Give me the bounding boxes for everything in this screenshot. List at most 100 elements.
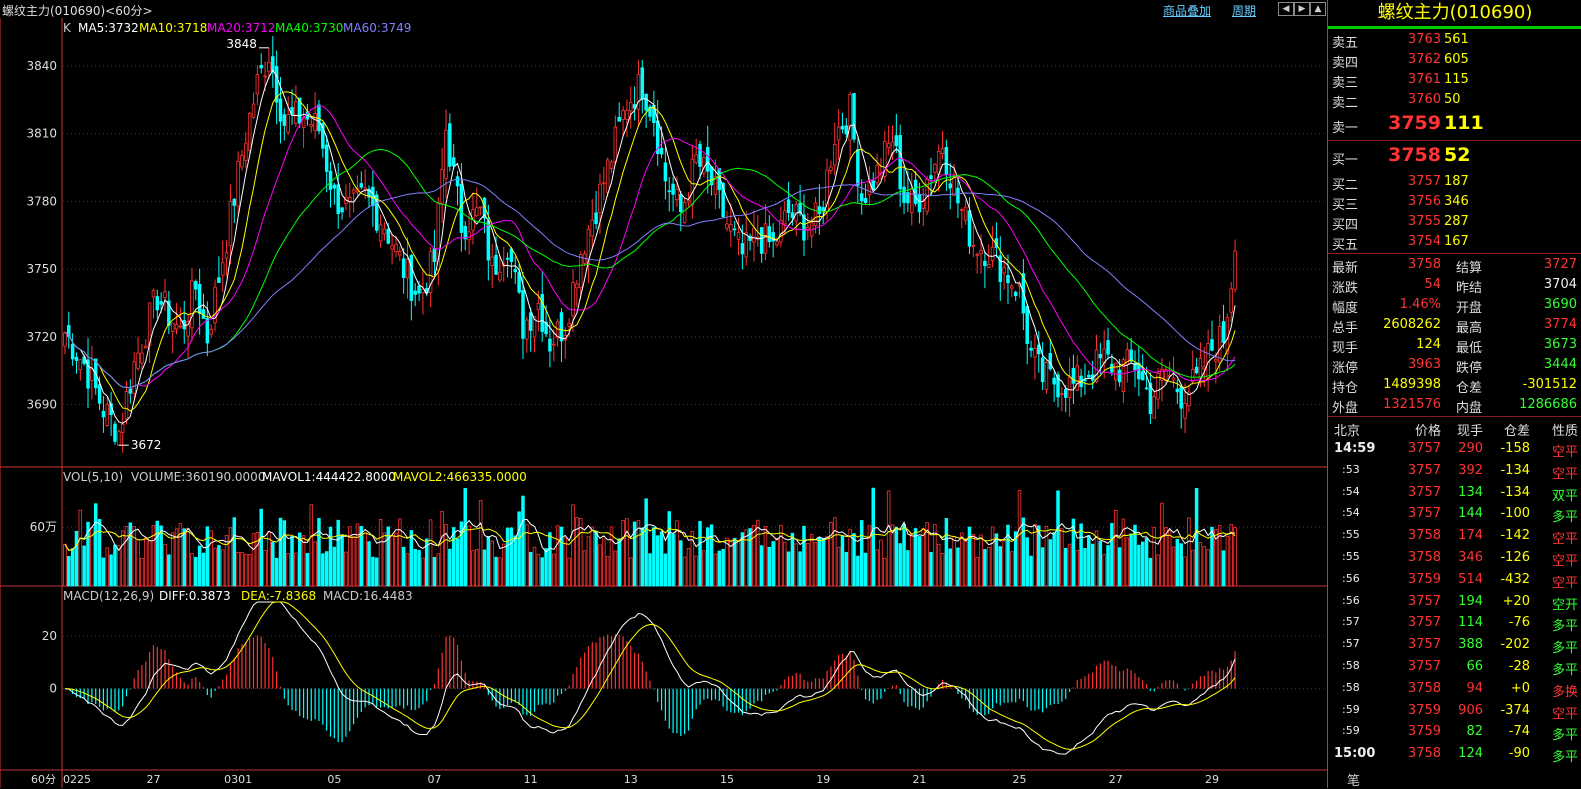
- candle-body: [806, 227, 810, 230]
- volume-bar: [971, 533, 976, 587]
- volume-bar: [1013, 531, 1018, 587]
- volume-bar: [713, 553, 718, 587]
- candle-body: [228, 200, 233, 247]
- volume-bar: [936, 543, 941, 587]
- candle-body: [667, 190, 671, 193]
- stat-label: 最低: [1456, 341, 1483, 356]
- candle-body: [586, 228, 591, 265]
- candle-body: [779, 220, 783, 243]
- volume-bar: [790, 532, 795, 587]
- candle-body: [682, 202, 687, 224]
- candle-body: [63, 332, 67, 347]
- volume-bar: [205, 526, 210, 587]
- candle-body: [528, 312, 533, 331]
- volume-bar: [374, 557, 379, 587]
- ma5-line: [64, 69, 1236, 424]
- volume-bar: [1129, 533, 1133, 587]
- candle-body: [267, 61, 271, 72]
- stat-label: 外盘: [1332, 401, 1359, 416]
- candle-body: [883, 141, 887, 177]
- candle-body: [444, 129, 448, 179]
- volume-bar: [490, 540, 494, 587]
- candle-body: [944, 147, 949, 175]
- tick-type: 空平: [1551, 532, 1578, 548]
- candle-body: [782, 210, 787, 225]
- arrow-left-icon[interactable]: ◀: [1278, 2, 1294, 16]
- tick-volume: 388: [1458, 637, 1483, 653]
- ask-row: 卖三 3761 115: [1328, 70, 1581, 91]
- vol-legend-item: MAVOL1:444422.8000: [262, 470, 396, 484]
- bid-price: 3754: [1407, 234, 1441, 249]
- tick-row: 15:00 3758 124 -90 多平: [1328, 744, 1581, 766]
- macd-legend-item: DIFF:0.3873: [159, 589, 231, 603]
- candle-body: [359, 183, 364, 188]
- candle-body: [271, 56, 275, 73]
- candle-body: [224, 252, 229, 259]
- candle-body: [1110, 363, 1114, 373]
- candle-body: [594, 212, 598, 225]
- volume-bar: [247, 554, 252, 587]
- volume-bar: [975, 556, 979, 587]
- tick-time: :58: [1342, 680, 1360, 694]
- volume-bar: [629, 557, 633, 587]
- tick-volume: 906: [1458, 702, 1483, 718]
- volume-bar: [147, 540, 152, 587]
- arrow-up-down-icon[interactable]: ▲: [1310, 2, 1326, 16]
- volume-bar: [986, 546, 991, 587]
- volume-bar: [559, 526, 564, 587]
- candle-body: [990, 246, 995, 261]
- candle-body: [1029, 347, 1033, 351]
- period-link[interactable]: 周期: [1232, 4, 1257, 18]
- bid-volume: 346: [1444, 194, 1469, 209]
- candle-body: [621, 110, 625, 120]
- tick-row: :57 3757 114 -76 多平: [1328, 613, 1581, 634]
- candle-body: [274, 66, 279, 103]
- volume-bar: [702, 550, 706, 587]
- tick-row: :58 3758 94 +0 多换: [1328, 679, 1581, 700]
- candle-body: [117, 431, 121, 446]
- candle-body: [1025, 306, 1029, 344]
- volume-bar: [1114, 510, 1118, 587]
- volume-bar: [686, 547, 691, 587]
- volume-bar: [794, 543, 799, 587]
- candle-body: [540, 294, 544, 332]
- vol-legend-item: VOL(5,10): [63, 470, 123, 484]
- tick-oi: -76: [1508, 615, 1530, 631]
- tick-time: :59: [1342, 724, 1360, 738]
- ask-volume: 50: [1444, 92, 1461, 107]
- volume-bar: [525, 524, 529, 587]
- volume-bar: [690, 530, 695, 587]
- volume-bar: [144, 537, 148, 587]
- volume-bar: [598, 544, 602, 587]
- candle-body: [521, 289, 525, 339]
- volume-bar: [567, 557, 571, 587]
- volume-bar: [552, 553, 556, 587]
- tick-time: :55: [1342, 528, 1360, 542]
- stat-value: 1286686: [1519, 397, 1577, 412]
- volume-bar: [197, 545, 202, 587]
- tick-oi: +20: [1502, 593, 1530, 609]
- arrow-right-icon[interactable]: ▶: [1294, 2, 1310, 16]
- volume-bar: [1067, 543, 1072, 587]
- overlay-commodity-link[interactable]: 商品叠加: [1163, 4, 1212, 18]
- volume-bar: [421, 557, 425, 587]
- tick-type: 多平: [1551, 750, 1578, 766]
- volume-bar: [998, 546, 1003, 587]
- volume-bar: [463, 488, 467, 587]
- volume-bar: [186, 528, 190, 587]
- volume-bar: [170, 532, 175, 587]
- volume-bar: [1171, 546, 1176, 587]
- volume-bar: [309, 504, 314, 587]
- bid-price: 3756: [1407, 194, 1441, 209]
- volume-bar: [740, 532, 745, 587]
- tab-ticks[interactable]: 笔: [1347, 774, 1361, 789]
- kline-chart[interactable]: 3690 3720 3750 3780 3810 3840 60万 0 20 0225 27 0301…: [0, 18, 1327, 788]
- candle-body: [86, 359, 90, 389]
- candle-body: [640, 67, 645, 100]
- volume-bar: [413, 548, 417, 587]
- volume-bar: [363, 532, 367, 587]
- ask1-row: 卖一 3759 111: [1328, 110, 1581, 138]
- time-axis-label: 11: [524, 773, 538, 786]
- tick-time: :54: [1342, 484, 1360, 498]
- volume-bar: [1056, 490, 1060, 587]
